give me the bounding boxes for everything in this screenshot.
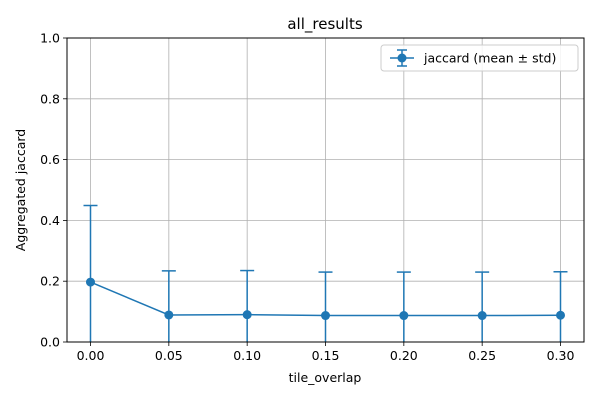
data-point bbox=[556, 310, 565, 320]
data-point bbox=[86, 277, 95, 287]
y-tick-label: 0.4 bbox=[40, 213, 60, 228]
y-tick-label: 0.8 bbox=[40, 91, 60, 106]
series-layer bbox=[83, 204, 568, 342]
x-tick-label: 0.10 bbox=[233, 348, 261, 363]
x-axis-label: tile_overlap bbox=[289, 370, 362, 385]
data-point bbox=[399, 311, 409, 321]
x-tick-label: 0.00 bbox=[77, 348, 105, 363]
y-tick-label: 0.2 bbox=[40, 274, 60, 289]
legend-box bbox=[380, 44, 579, 72]
y-tick-label: 1.0 bbox=[40, 31, 60, 46]
data-point bbox=[321, 311, 330, 321]
data-point bbox=[164, 310, 174, 320]
data-point bbox=[242, 310, 252, 320]
x-tick-label: 0.15 bbox=[312, 348, 340, 363]
legend: jaccard (mean ± std) bbox=[380, 44, 579, 72]
y-axis-label: Aggregated jaccard bbox=[13, 129, 28, 251]
chart-title: all_results bbox=[287, 15, 362, 34]
x-tick-label: 0.05 bbox=[155, 348, 183, 363]
y-tick-label: 0.6 bbox=[40, 152, 60, 167]
y-tick-label: 0.0 bbox=[40, 335, 60, 350]
x-tick-label: 0.25 bbox=[468, 348, 496, 363]
data-point bbox=[477, 311, 487, 321]
axis-ticks: 0.00 0.05 0.10 0.15 0.20 0.25 0.30 0.0 0.2 0.4 0.6… bbox=[40, 31, 574, 364]
x-tick-label: 0.30 bbox=[547, 348, 575, 363]
legend-marker bbox=[397, 53, 407, 63]
x-tick-label: 0.20 bbox=[390, 348, 418, 363]
legend-label: jaccard (mean ± std) bbox=[423, 51, 556, 66]
series-jaccard bbox=[83, 204, 568, 342]
